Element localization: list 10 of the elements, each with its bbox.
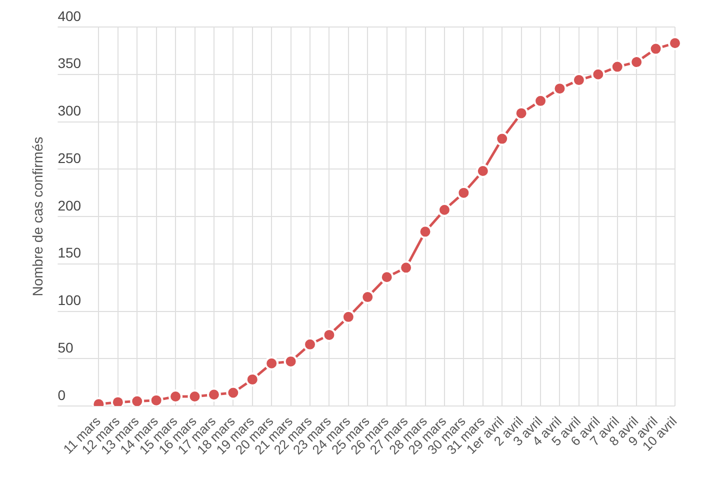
y-tick-label: 400 bbox=[58, 8, 82, 24]
y-axis-title: Nombre de cas confirmés bbox=[29, 136, 46, 296]
y-tick-label: 300 bbox=[58, 102, 82, 119]
y-tick-label: 200 bbox=[58, 197, 82, 214]
y-tick-label: 0 bbox=[58, 386, 66, 403]
y-tick-label: 50 bbox=[58, 339, 74, 356]
y-tick-label: 100 bbox=[58, 292, 82, 308]
y-tick-label: 250 bbox=[58, 150, 82, 166]
y-tick-label: 150 bbox=[58, 244, 82, 261]
y-tick-label: 350 bbox=[58, 55, 82, 72]
